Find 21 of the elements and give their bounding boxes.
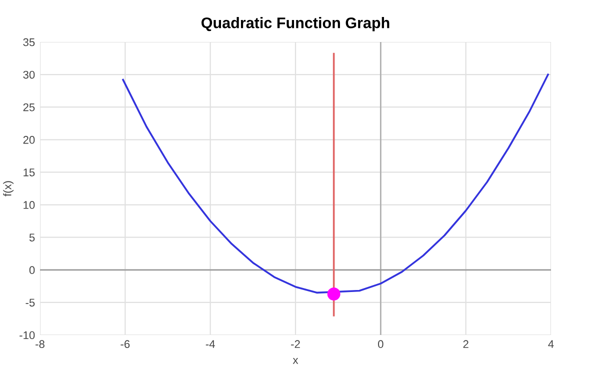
x-tick-label: 0 — [378, 340, 384, 348]
x-tick-label: -4 — [206, 340, 215, 348]
y-tick-label: 25 — [23, 103, 35, 112]
y-tick-label: 35 — [23, 38, 35, 46]
y-tick-label: 0 — [29, 266, 35, 274]
y-tick-label: -5 — [26, 298, 35, 307]
y-tick-label: 10 — [24, 201, 35, 209]
x-tick-label: -2 — [291, 340, 300, 348]
y-tick-label: 30 — [23, 70, 35, 79]
x-tick-label: -8 — [36, 340, 44, 348]
chart-title: Quadratic Function Graph — [201, 17, 390, 32]
y-tick-label: 15 — [24, 168, 35, 176]
y-tick-label: 20 — [23, 136, 35, 144]
y-tick-label: 5 — [29, 234, 35, 242]
x-tick-label: -6 — [120, 340, 130, 348]
x-tick-label: 4 — [548, 340, 554, 348]
x-axis-title: x — [292, 358, 298, 364]
y-axis-title: f(x) — [3, 181, 14, 196]
line-series — [122, 74, 549, 294]
x-tick-label: 2 — [463, 340, 468, 348]
y-tick-label: -10 — [20, 331, 35, 340]
